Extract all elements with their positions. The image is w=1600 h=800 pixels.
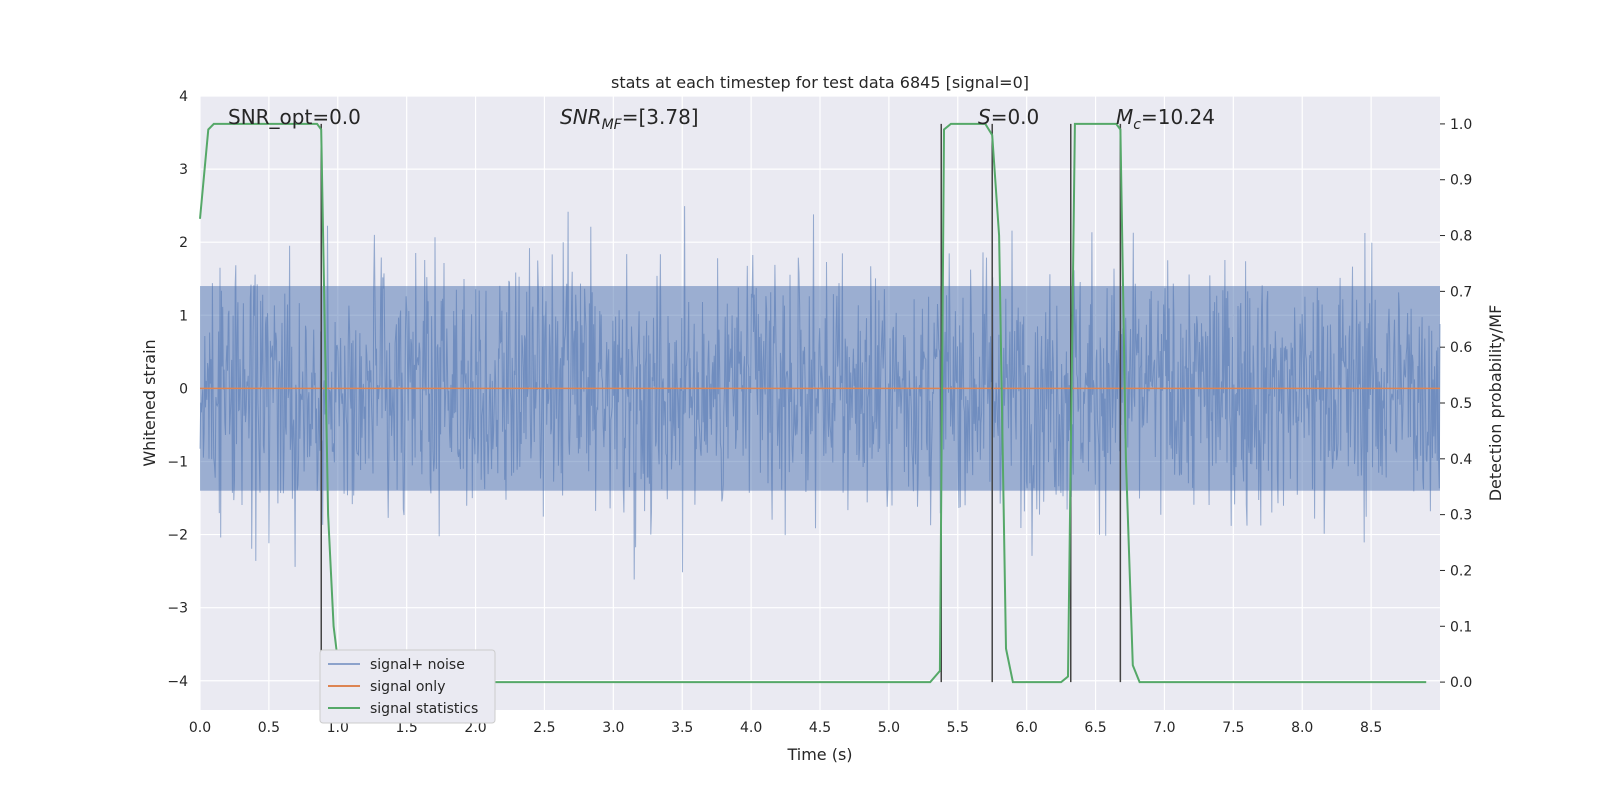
annotation-s: S=0.0 (978, 105, 1039, 129)
annotations: SNR_opt=0.0 SNRMF=[3.78] S=0.0 Mc=10.24 (228, 105, 1215, 133)
y2-tick-label: 0.1 (1450, 619, 1472, 635)
x-tick-label: 3.0 (602, 720, 624, 736)
signal-statistics-line (199, 122, 1427, 684)
legend-box (319, 649, 496, 724)
y-tick-label: 1 (179, 308, 188, 324)
y2-tick-label: 0.0 (1450, 675, 1472, 691)
y2-tick-label: 1.0 (1450, 117, 1472, 133)
y2-tick-label: 0.5 (1450, 396, 1472, 412)
x-tick-label: 7.5 (1222, 720, 1244, 736)
legend-label-signal-statistics: signal statistics (370, 701, 478, 717)
x-tick-label: 5.0 (878, 720, 900, 736)
y2-tick-label: 0.9 (1450, 173, 1472, 189)
x-tick-label: 7.0 (1153, 720, 1175, 736)
y-axis-right-ticks: 1.0 0.9 0.8 0.7 0.6 0.5 0.4 0.3 0.2 0.1 0.0 (1440, 117, 1472, 691)
y2-tick-label: 0.7 (1450, 284, 1472, 300)
y2-tick-label: 0.3 (1450, 508, 1472, 524)
x-tick-label: 1.5 (396, 720, 418, 736)
x-tick-label: 8.0 (1291, 720, 1313, 736)
x-tick-label: 2.0 (464, 720, 486, 736)
x-tick-label: 5.5 (947, 720, 969, 736)
y-axis-left-ticks: 4 3 2 1 0 −1 −2 −3 −4 (167, 89, 188, 690)
x-tick-label: 6.5 (1084, 720, 1106, 736)
x-tick-label: 0.5 (258, 720, 280, 736)
x-tick-label: 4.0 (740, 720, 762, 736)
y-tick-label: −3 (167, 601, 188, 617)
annotation-snr-mf: SNRMF=[3.78] (560, 105, 699, 133)
legend-label-signal-noise: signal+ noise (370, 657, 465, 673)
y-tick-label: −1 (167, 454, 188, 470)
x-tick-label: 8.5 (1360, 720, 1382, 736)
x-tick-label: 3.5 (671, 720, 693, 736)
y-tick-label: 0 (179, 381, 188, 397)
x-axis-label: Time (s) (786, 745, 852, 764)
annotation-mc: Mc=10.24 (1116, 105, 1215, 133)
chart-title: stats at each timestep for test data 684… (611, 73, 1029, 92)
x-tick-label: 1.0 (327, 720, 349, 736)
noise-trace (199, 206, 1441, 580)
x-tick-label: 6.0 (1016, 720, 1038, 736)
annotation-snr-opt: SNR_opt=0.0 (228, 105, 361, 129)
series-signal-statistics (199, 122, 1427, 684)
x-tick-label: 2.5 (533, 720, 555, 736)
y-axis-label: Whitened strain (140, 339, 159, 466)
y2-axis-label: Detection probability/MF (1486, 305, 1505, 502)
y2-tick-label: 0.6 (1450, 340, 1472, 356)
x-axis-ticks: 0.0 0.5 1.0 1.5 2.0 2.5 3.0 3.5 4.0 4.5 5.0 5.5 6.0 6… (189, 720, 1382, 736)
y2-tick-label: 0.8 (1450, 229, 1472, 245)
x-tick-label: 4.5 (809, 720, 831, 736)
y-tick-label: 3 (179, 162, 188, 178)
legend: signal+ noise signal only signal statist… (319, 649, 496, 724)
x-tick-label: 0.0 (189, 720, 211, 736)
y-tick-label: 2 (179, 235, 188, 251)
y-tick-label: −4 (167, 674, 188, 690)
y2-tick-label: 0.2 (1450, 563, 1472, 579)
legend-label-signal-only: signal only (370, 679, 445, 695)
y-tick-label: −2 (167, 528, 188, 544)
y2-tick-label: 0.4 (1450, 452, 1472, 468)
y-tick-label: 4 (179, 89, 188, 105)
